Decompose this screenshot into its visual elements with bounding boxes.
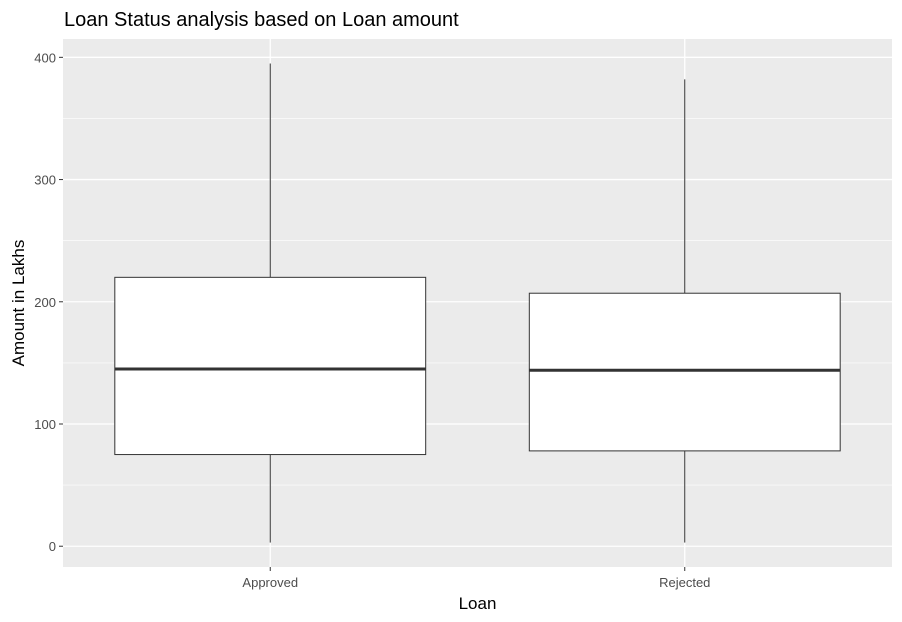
- x-tick-label: Approved: [242, 575, 298, 590]
- box-approved: [114, 63, 427, 543]
- y-tick-label: 200: [34, 295, 56, 310]
- chart-title: Loan Status analysis based on Loan amoun…: [64, 9, 459, 31]
- iqr-box: [528, 292, 841, 452]
- x-axis: Approved Rejected: [242, 567, 710, 590]
- x-tick-label: Rejected: [659, 575, 710, 590]
- box-rejected: [528, 79, 841, 543]
- y-tick-label: 0: [49, 539, 56, 554]
- y-axis-title: Amount in Lakhs: [9, 240, 28, 367]
- x-axis-title: Loan: [459, 594, 497, 613]
- y-tick-label: 300: [34, 173, 56, 188]
- boxes: [114, 63, 841, 543]
- y-axis: 0 100 200 300 400: [34, 50, 63, 554]
- y-tick-label: 400: [34, 50, 56, 65]
- iqr-box: [114, 276, 427, 456]
- y-tick-label: 100: [34, 417, 56, 432]
